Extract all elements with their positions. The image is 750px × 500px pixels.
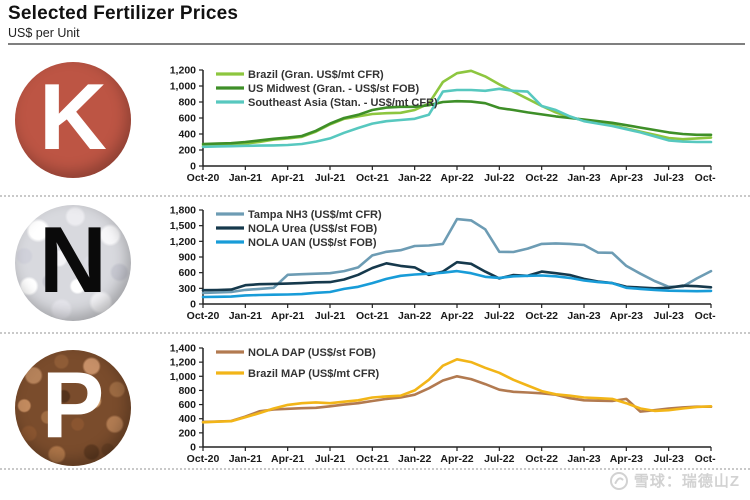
svg-text:1,000: 1,000 [170, 371, 196, 383]
svg-text:Jan-21: Jan-21 [229, 310, 262, 322]
svg-text:Southeast Asia (Stan. - US$/mt: Southeast Asia (Stan. - US$/mt CFR) [248, 97, 438, 109]
svg-text:1,200: 1,200 [170, 357, 196, 369]
xueqiu-logo-icon [609, 471, 628, 490]
svg-text:Jan-22: Jan-22 [398, 172, 431, 184]
potash-badge: K [15, 62, 131, 178]
svg-text:Oct-21: Oct-21 [356, 310, 389, 322]
svg-text:Jul-23: Jul-23 [653, 172, 684, 184]
svg-text:Oct-21: Oct-21 [356, 172, 389, 184]
svg-text:Oct-20: Oct-20 [187, 172, 220, 184]
svg-text:NOLA DAP (US$/st FOB): NOLA DAP (US$/st FOB) [248, 347, 376, 359]
svg-text:Jan-21: Jan-21 [229, 172, 262, 184]
svg-text:900: 900 [178, 252, 196, 264]
chart-svg: 0 200 400 600 800 1,000 1,200 1,400 Oct-20 Jan-21… [170, 343, 716, 466]
svg-text:Jul-23: Jul-23 [653, 453, 684, 465]
svg-text:Brazil (Gran. US$/mt CFR): Brazil (Gran. US$/mt CFR) [248, 69, 384, 81]
nitrogen-badge: N [15, 205, 131, 321]
svg-text:Apr-23: Apr-23 [610, 172, 643, 184]
svg-text:Apr-22: Apr-22 [440, 310, 473, 322]
watermark: 雪球：瑞德山Z [609, 470, 740, 491]
page-title: Selected Fertilizer Prices [8, 3, 239, 24]
svg-text:600: 600 [178, 113, 196, 125]
svg-text:600: 600 [178, 399, 196, 411]
svg-text:Oct-22: Oct-22 [525, 453, 558, 465]
svg-text:US Midwest (Gran. - US$/st FOB: US Midwest (Gran. - US$/st FOB) [248, 83, 419, 95]
svg-text:Jul-22: Jul-22 [484, 172, 515, 184]
potash-price-chart: 0 200 400 600 800 1,000 1,200 Oct-20 Jan-21 Apr-2… [158, 64, 716, 188]
svg-text:Apr-23: Apr-23 [610, 453, 643, 465]
svg-text:300: 300 [178, 283, 196, 295]
svg-text:Oct-20: Oct-20 [187, 453, 220, 465]
separator [0, 468, 750, 470]
watermark-text: 雪球：瑞德山Z [633, 473, 740, 490]
potash-letter: K [39, 64, 107, 169]
svg-text:1,500: 1,500 [170, 220, 196, 232]
svg-text:NOLA Urea (US$/st FOB): NOLA Urea (US$/st FOB) [248, 223, 378, 235]
svg-text:Jan-22: Jan-22 [398, 310, 431, 322]
nitrogen-letter: N [39, 207, 107, 312]
svg-text:Jul-22: Jul-22 [484, 310, 515, 322]
svg-text:Jul-23: Jul-23 [653, 310, 684, 322]
phosphate-price-chart: 0 200 400 600 800 1,000 1,200 1,400 Oct-20 Jan-21… [158, 342, 716, 469]
svg-text:1,200: 1,200 [170, 65, 196, 77]
svg-text:0: 0 [190, 161, 196, 173]
svg-text:200: 200 [178, 427, 196, 439]
svg-text:NOLA UAN (US$/st FOB): NOLA UAN (US$/st FOB) [248, 237, 377, 249]
svg-text:Oct-23: Oct-23 [695, 172, 716, 184]
chart-svg: 0 200 400 600 800 1,000 1,200 Oct-20 Jan-21 Apr-2… [170, 65, 716, 185]
svg-text:1,400: 1,400 [170, 343, 196, 355]
nitrogen-price-chart: 0 300 600 900 1,200 1,500 1,800 Oct-20 Jan-21 Apr… [158, 204, 716, 326]
svg-text:400: 400 [178, 413, 196, 425]
svg-text:Jul-21: Jul-21 [315, 453, 346, 465]
svg-text:Jul-21: Jul-21 [315, 310, 346, 322]
svg-text:Jan-22: Jan-22 [398, 453, 431, 465]
svg-text:Jan-23: Jan-23 [567, 172, 600, 184]
separator [0, 332, 750, 334]
svg-text:0: 0 [190, 442, 196, 454]
svg-text:Jul-21: Jul-21 [315, 172, 346, 184]
svg-text:1,000: 1,000 [170, 81, 196, 93]
separator [0, 195, 750, 197]
svg-text:Apr-21: Apr-21 [271, 172, 304, 184]
svg-text:600: 600 [178, 267, 196, 279]
svg-text:400: 400 [178, 129, 196, 141]
svg-text:Apr-21: Apr-21 [271, 310, 304, 322]
svg-text:0: 0 [190, 299, 196, 311]
svg-text:1,800: 1,800 [170, 205, 196, 217]
svg-text:Apr-22: Apr-22 [440, 453, 473, 465]
svg-text:Jan-23: Jan-23 [567, 453, 600, 465]
chart-svg: 0 300 600 900 1,200 1,500 1,800 Oct-20 Jan-21 Apr… [170, 205, 716, 323]
svg-text:Brazil MAP (US$/mt CFR): Brazil MAP (US$/mt CFR) [248, 368, 380, 380]
svg-text:Oct-22: Oct-22 [525, 172, 558, 184]
phosphate-letter: P [41, 352, 105, 457]
svg-text:Apr-23: Apr-23 [610, 310, 643, 322]
page-subtitle: US$ per Unit [8, 26, 80, 40]
svg-text:Oct-22: Oct-22 [525, 310, 558, 322]
svg-text:Tampa NH3 (US$/mt CFR): Tampa NH3 (US$/mt CFR) [248, 209, 382, 221]
svg-text:Jul-22: Jul-22 [484, 453, 515, 465]
svg-text:800: 800 [178, 385, 196, 397]
svg-text:Oct-20: Oct-20 [187, 310, 220, 322]
svg-text:Jan-23: Jan-23 [567, 310, 600, 322]
svg-text:Oct-23: Oct-23 [695, 310, 716, 322]
svg-text:Apr-21: Apr-21 [271, 453, 304, 465]
svg-text:800: 800 [178, 97, 196, 109]
svg-text:Oct-23: Oct-23 [695, 453, 716, 465]
svg-text:Jan-21: Jan-21 [229, 453, 262, 465]
svg-text:Oct-21: Oct-21 [356, 453, 389, 465]
svg-text:200: 200 [178, 145, 196, 157]
title-rule [8, 43, 745, 45]
svg-text:Apr-22: Apr-22 [440, 172, 473, 184]
svg-text:1,200: 1,200 [170, 236, 196, 248]
phosphate-badge: P [15, 350, 131, 466]
